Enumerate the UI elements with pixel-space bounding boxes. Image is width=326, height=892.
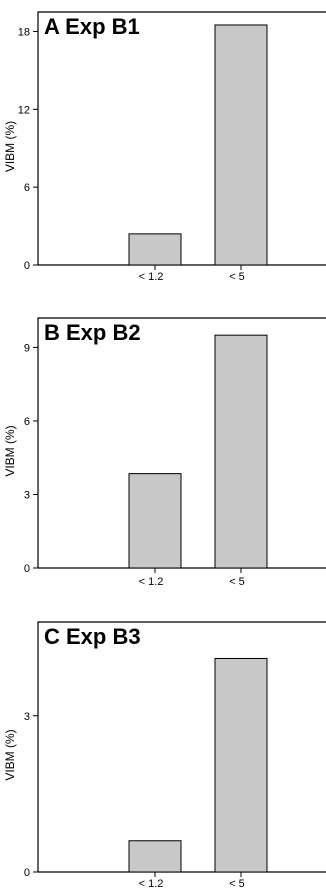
plot-frame	[37, 317, 326, 568]
bar-2	[214, 657, 268, 873]
y-tick-label: 9	[24, 342, 30, 354]
y-axis-label: VIBM (%)	[3, 729, 17, 780]
panel-title: A Exp B1	[44, 14, 140, 39]
x-tick-label: < 5	[229, 271, 245, 283]
bar-1	[128, 840, 182, 873]
y-tick-label: 0	[24, 260, 30, 272]
y-tick-label: 6	[24, 182, 30, 194]
panel-title: B Exp B2	[44, 320, 141, 345]
x-tick-label: < 1.2	[139, 271, 164, 283]
y-tick-label: 0	[24, 867, 30, 879]
y-tick-label: 12	[18, 104, 30, 116]
y-tick-label: 0	[24, 563, 30, 575]
bar-1	[128, 233, 182, 266]
bar-2	[214, 24, 268, 266]
plot-frame	[37, 11, 326, 265]
y-tick-label: 3	[24, 711, 30, 723]
plot-frame	[37, 621, 326, 872]
bar-1	[128, 473, 182, 569]
x-tick-label: < 1.2	[139, 878, 164, 890]
y-tick-label: 18	[18, 26, 30, 38]
panel-2: 0 3 6 9 VIBM (%) < 1.2 < 5 B Exp B2	[3, 317, 326, 588]
panel-title: C Exp B3	[44, 624, 141, 649]
panel-1: 0 6 12 18 VIBM (%) < 1.2 < 5 A Exp B1	[3, 11, 326, 283]
y-axis-label: VIBM (%)	[3, 121, 17, 172]
y-tick-label: 6	[24, 416, 30, 428]
x-tick-label: < 5	[229, 576, 245, 588]
x-tick-label: < 1.2	[139, 576, 164, 588]
y-tick-label: 3	[24, 489, 30, 501]
y-axis-label: VIBM (%)	[3, 425, 17, 476]
x-tick-label: < 5	[229, 878, 245, 890]
panel-3: 0 3 VIBM (%) < 1.2 < 5 C Exp B3	[3, 621, 326, 890]
bar-2	[214, 334, 268, 569]
